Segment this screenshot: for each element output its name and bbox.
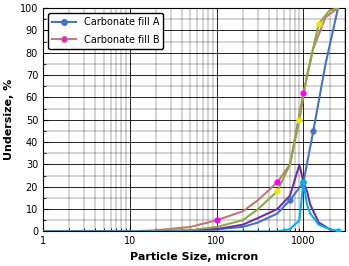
X-axis label: Particle Size, micron: Particle Size, micron	[130, 252, 258, 262]
Y-axis label: Undersize, %: Undersize, %	[4, 79, 14, 160]
Legend: Carbonate fill A, Carbonate fill B: Carbonate fill A, Carbonate fill B	[48, 13, 163, 49]
